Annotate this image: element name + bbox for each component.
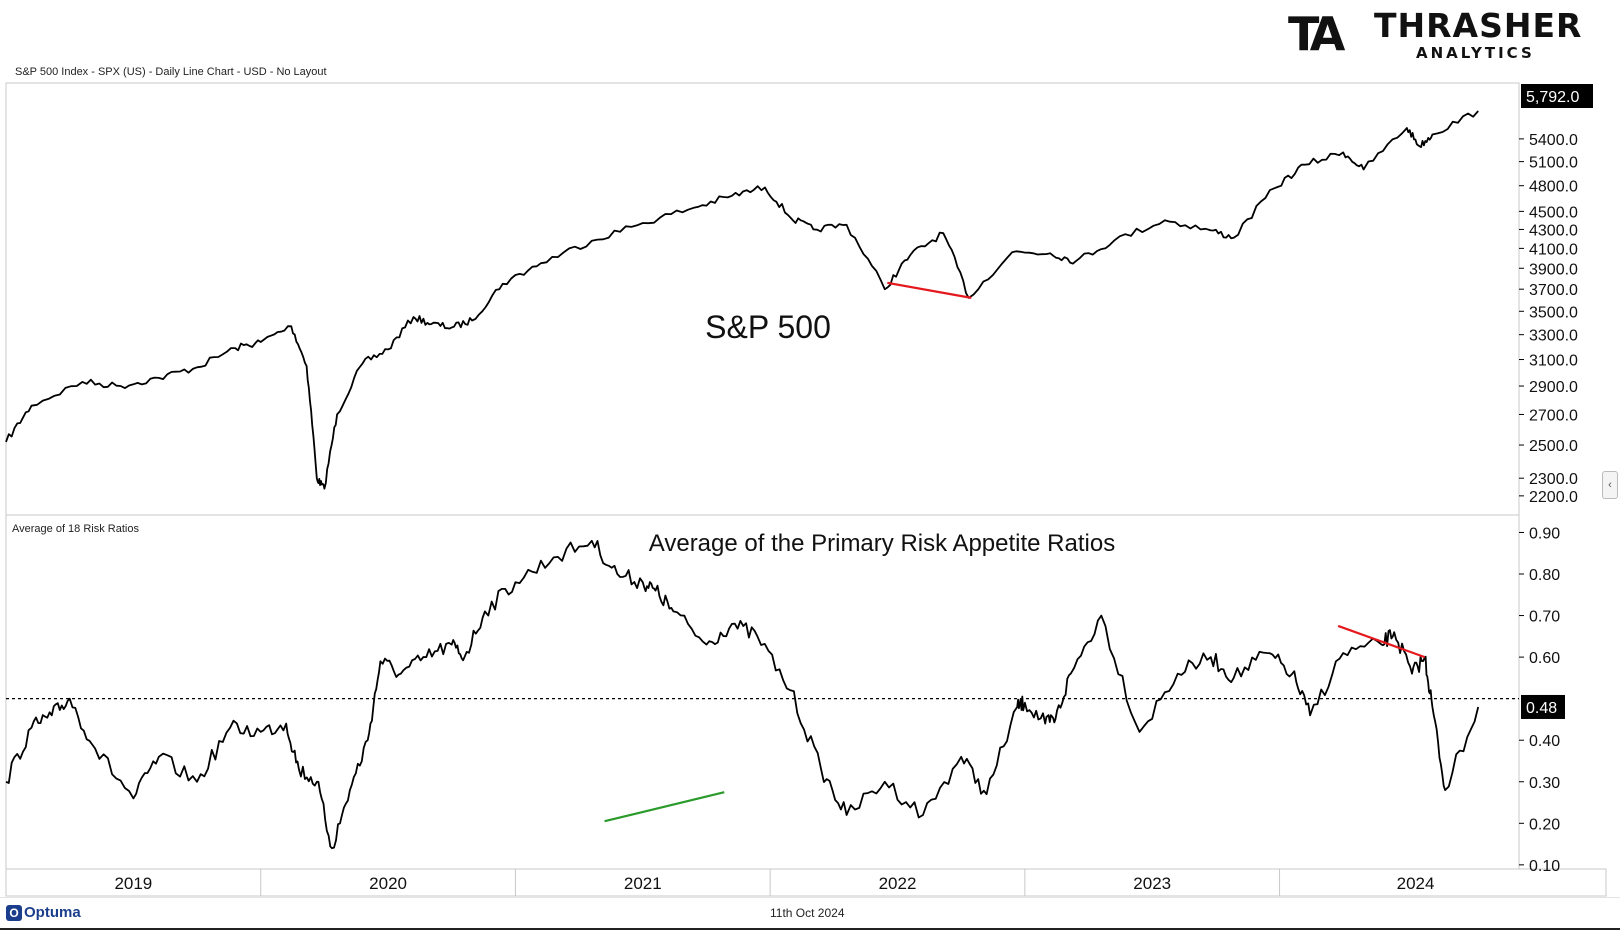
bottom-y-tick-label: 0.30 xyxy=(1529,775,1560,792)
x-axis-year-label: 2023 xyxy=(1133,874,1171,893)
top-y-tick-label: 2300.0 xyxy=(1529,471,1578,488)
top-y-tick-label: 3700.0 xyxy=(1529,282,1578,299)
optuma-label: Optuma xyxy=(24,904,81,921)
brand-subtitle: ANALYTICS xyxy=(1416,44,1535,62)
top-y-tick-label: 3500.0 xyxy=(1529,304,1578,321)
chart-date: 11th Oct 2024 xyxy=(770,906,845,920)
brand-logo: TA THRASHER ANALYTICS xyxy=(1288,6,1598,62)
chart-area: Average of 18 Risk Ratios S&P 500 Averag… xyxy=(5,82,1607,897)
bottom-y-tick-label: 0.60 xyxy=(1529,650,1560,667)
top-y-tick-label: 4100.0 xyxy=(1529,241,1578,258)
bottom-y-tick-label: 0.80 xyxy=(1529,567,1560,584)
x-axis: 2019 2020 2021 2022 2023 2024 xyxy=(114,869,1434,896)
bottom-y-tick-label: 0.90 xyxy=(1529,525,1560,542)
risk-ratio-trendline xyxy=(1337,624,1426,659)
chart-header: S&P 500 Index - SPX (US) - Daily Line Ch… xyxy=(15,66,327,78)
top-y-tick-label: 5100.0 xyxy=(1529,155,1578,172)
risk-ratio-trendline xyxy=(604,791,725,823)
top-y-tick-label: 3100.0 xyxy=(1529,353,1578,370)
brand-name: THRASHER xyxy=(1374,6,1583,45)
x-axis-year-label: 2024 xyxy=(1397,874,1435,893)
top-y-tick-label: 3300.0 xyxy=(1529,328,1578,345)
top-y-tick-label: 2500.0 xyxy=(1529,438,1578,455)
x-axis-year-label: 2021 xyxy=(624,874,662,893)
bottom-last-value: 0.48 xyxy=(1526,700,1557,717)
chevron-left-icon[interactable]: ‹ xyxy=(1602,471,1618,499)
top-panel-title: S&P 500 xyxy=(705,309,831,345)
x-axis-year-label: 2022 xyxy=(879,874,917,893)
x-axis-year-label: 2020 xyxy=(369,874,407,893)
bottom-y-axis: 0.90 0.80 0.70 0.60 0.40 0.30 0.20 0.10 xyxy=(1519,525,1560,875)
top-y-tick-label: 4800.0 xyxy=(1529,179,1578,196)
top-last-value-badge: 5,792.0 xyxy=(1521,84,1593,108)
sp500-trendline xyxy=(887,281,972,299)
x-axis-year-label: 2019 xyxy=(114,874,152,893)
trendline-annotations xyxy=(604,281,1426,823)
brand-mark: TA xyxy=(1288,7,1345,61)
bottom-y-tick-label: 0.40 xyxy=(1529,733,1560,750)
top-last-value: 5,792.0 xyxy=(1526,89,1579,106)
top-y-tick-label: 2700.0 xyxy=(1529,407,1578,424)
top-y-tick-label: 3900.0 xyxy=(1529,261,1578,278)
top-y-tick-label: 4300.0 xyxy=(1529,222,1578,239)
top-panel-frame xyxy=(5,82,1520,516)
bottom-panel-frame xyxy=(5,514,1520,870)
bottom-y-tick-label: 0.10 xyxy=(1529,858,1560,875)
bottom-y-tick-label: 0.70 xyxy=(1529,609,1560,626)
x-axis-frame xyxy=(5,868,1607,897)
optuma-icon: O xyxy=(6,905,22,921)
optuma-logo[interactable]: O Optuma xyxy=(6,904,81,921)
bottom-last-value-badge: 0.48 xyxy=(1521,694,1565,719)
top-y-tick-label: 5400.0 xyxy=(1529,132,1578,149)
top-y-tick-label: 2900.0 xyxy=(1529,379,1578,396)
bottom-panel-series-label: Average of 18 Risk Ratios xyxy=(12,523,139,535)
bottom-y-tick-label: 0.20 xyxy=(1529,816,1560,833)
bottom-panel-title: Average of the Primary Risk Appetite Rat… xyxy=(649,530,1115,557)
footer xyxy=(0,897,1620,930)
sp500-series-line xyxy=(5,110,1479,490)
top-y-tick-label: 4500.0 xyxy=(1529,204,1578,221)
risk-ratio-series-line xyxy=(5,539,1480,850)
top-y-tick-label: 2200.0 xyxy=(1529,489,1578,506)
